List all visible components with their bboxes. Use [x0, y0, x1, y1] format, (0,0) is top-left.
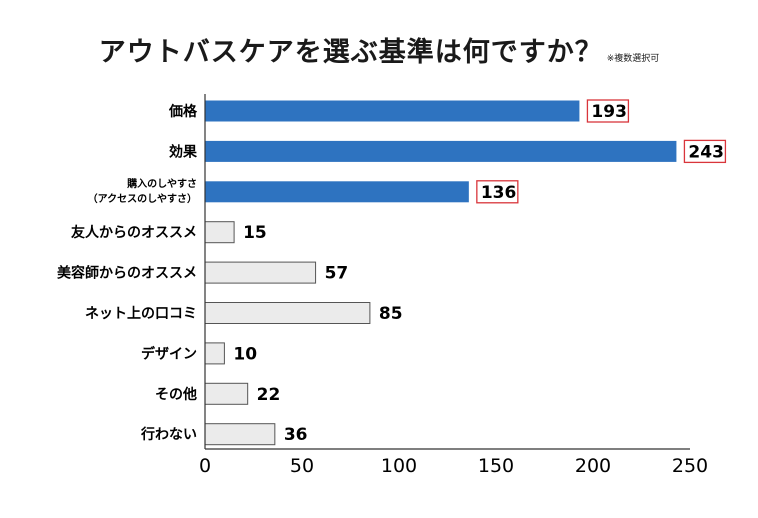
value-label-4: 57	[325, 264, 349, 284]
x-tick-label-1: 50	[290, 455, 314, 477]
bar-2	[205, 181, 469, 203]
bar-0	[205, 100, 580, 122]
value-label-7: 22	[257, 385, 281, 405]
category-label-5: ネット上の口コミ	[85, 306, 197, 322]
x-tick-label-4: 200	[575, 455, 611, 477]
bar-4	[204, 261, 317, 284]
value-label-8: 36	[284, 425, 308, 445]
category-label-6: デザイン	[141, 345, 197, 362]
value-label-1: 243	[688, 142, 724, 162]
x-tick-label-3: 150	[478, 455, 514, 477]
chart-title-block: アウトバスケアを選ぶ基準は何ですか？ ※複数選択可	[0, 30, 758, 69]
category-label-8: 行わない	[140, 426, 197, 443]
bar-5	[204, 302, 371, 324]
value-label-3: 15	[243, 223, 267, 243]
x-tick-label-2: 100	[381, 455, 417, 477]
category-label-4: 美容師からのオススメ	[57, 265, 197, 282]
bar-6	[204, 342, 225, 365]
category-label-3: 友人からのオススメ	[71, 224, 197, 241]
value-label-6: 10	[233, 344, 257, 364]
x-tick-label-0: 0	[199, 455, 211, 477]
value-label-0: 193	[591, 102, 627, 122]
value-label-box-1	[683, 139, 727, 164]
value-label-5: 85	[379, 304, 403, 324]
bar-1	[205, 140, 677, 162]
bar-3	[204, 221, 235, 244]
x-tick-label-5: 250	[672, 455, 708, 477]
value-label-2: 136	[481, 183, 516, 203]
category-label-0: 価格	[168, 103, 198, 120]
bar-7	[204, 382, 249, 405]
category-label-2-line-0: 購入のしやすさ	[126, 177, 197, 190]
bar-8	[204, 423, 276, 446]
chart-note: ※複数選択可	[606, 54, 660, 64]
category-label-2-line-1: （アクセスのしやすさ）	[88, 192, 197, 205]
chart-title: アウトバスケアを選ぶ基準は何ですか？	[98, 37, 603, 68]
value-label-box-0	[586, 99, 630, 123]
category-label-7: その他	[155, 386, 197, 403]
value-label-box-2	[476, 180, 519, 204]
category-label-1: 効果	[169, 143, 198, 160]
